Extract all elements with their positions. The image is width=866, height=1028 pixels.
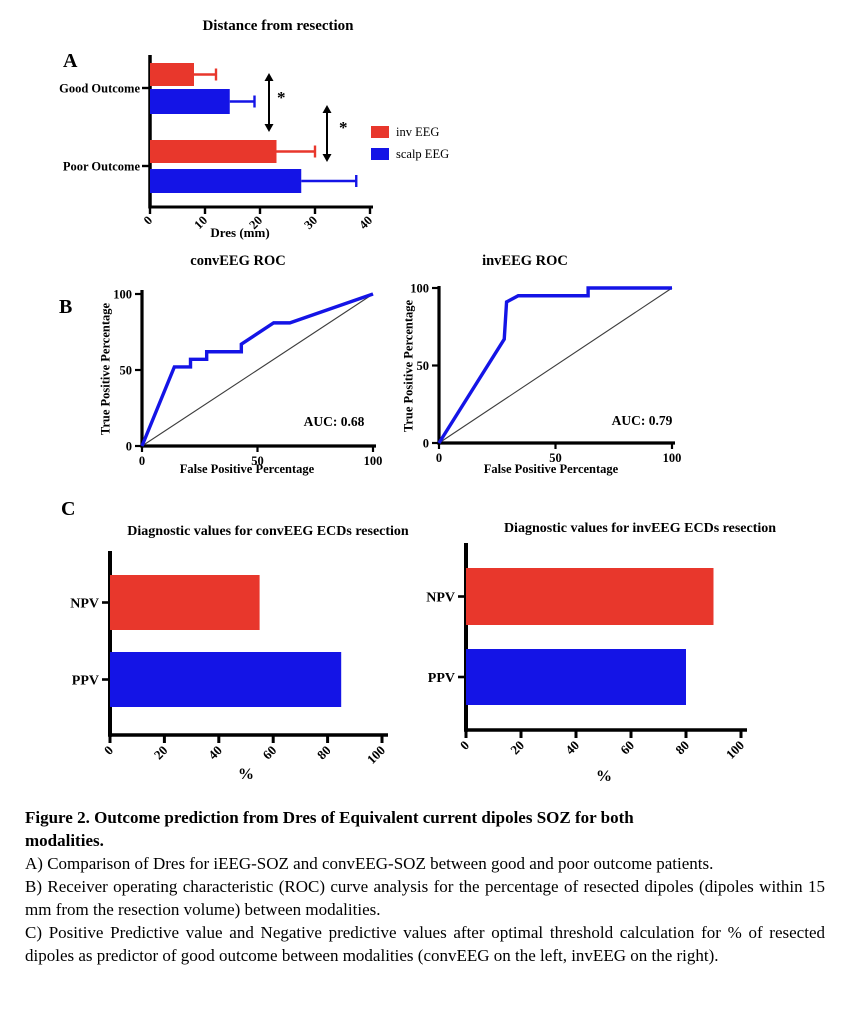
reference-diagonal: [438, 287, 673, 444]
bar-poor-outcome-inv-EEG: [150, 140, 277, 163]
significance-star: *: [277, 88, 286, 107]
arrowhead-down: [264, 124, 274, 132]
legend-item-inv-eeg: inv EEG: [371, 121, 449, 143]
roc-curve: [140, 292, 374, 447]
legend-swatch-inv-eeg: [371, 126, 389, 138]
bar-poor-outcome-scalp-EEG: [150, 169, 302, 193]
x-tick-label: 80: [672, 738, 692, 758]
x-tick-label: 50: [251, 454, 264, 468]
arrowhead-up: [264, 73, 274, 81]
conveeg-roc-title: convEEG ROC: [190, 253, 286, 269]
legend-label-scalp-eeg: scalp EEG: [396, 146, 450, 161]
distance-chart-title: Distance from resection: [202, 18, 354, 34]
x-tick-label: 60: [617, 738, 637, 758]
inveeg-roc-title: invEEG ROC: [482, 253, 568, 269]
x-tick-label: 60: [260, 743, 280, 763]
x-tick-label: 0: [436, 451, 442, 465]
inveeg-auc-annotation: AUC: 0.79: [611, 413, 673, 428]
conveeg-roc-xaxis-label: False Positive Percentage: [179, 462, 315, 476]
x-tick-label: 100: [723, 738, 747, 762]
x-tick-label: 100: [364, 743, 388, 767]
caption-title-line2: modalities.: [25, 831, 104, 850]
x-tick-label: 100: [364, 454, 383, 468]
y-tick-label: 0: [126, 440, 132, 454]
legend-label-inv-eeg: inv EEG: [396, 124, 440, 139]
category-label: NPV: [70, 597, 99, 612]
conveeg-diagnostic-chart: 0 20 40 60 80 100 NPV PPV: [70, 551, 388, 767]
caption-title-line1: Figure 2. Outcome prediction from Dres o…: [25, 808, 634, 827]
category-label: PPV: [72, 674, 99, 689]
x-tick-label: 20: [151, 743, 171, 763]
inveeg-diagnostic-xaxis-label: %: [596, 768, 612, 785]
x-tick-label: 0: [457, 738, 472, 753]
x-tick-label: 50: [549, 451, 562, 465]
inveeg-roc-chart: 0 50 100 0 50 100: [410, 282, 682, 466]
panel-b-letter: B: [59, 296, 73, 318]
bar-good-outcome-scalp-EEG: [150, 89, 230, 114]
x-tick-label: 80: [314, 743, 334, 763]
category-label: PPV: [428, 671, 455, 686]
category-label: NPV: [426, 591, 455, 606]
conveeg-roc-chart: 0 50 100 0 50 100: [113, 288, 383, 469]
arrowhead-down: [322, 154, 332, 162]
figure-caption: Figure 2. Outcome prediction from Dres o…: [25, 806, 825, 967]
caption-item-c: C) Positive Predictive value and Negativ…: [25, 923, 825, 965]
x-tick-label: 20: [507, 738, 527, 758]
y-tick-label: 0: [423, 437, 429, 451]
conveeg-auc-annotation: AUC: 0.68: [303, 414, 365, 429]
caption-item-a: A) Comparison of Dres for iEEG-SOZ and c…: [25, 854, 714, 873]
significance-star: *: [339, 118, 348, 137]
panel-a-letter: A: [63, 50, 78, 72]
bar-ppv: [110, 652, 342, 707]
category-label: Poor Outcome: [63, 160, 141, 174]
reference-diagonal: [141, 293, 374, 447]
y-tick-label: 100: [410, 282, 429, 296]
legend-swatch-scalp-eeg: [371, 148, 389, 160]
conveeg-diagnostic-xaxis-label: %: [238, 766, 254, 783]
x-tick-label: 40: [205, 743, 225, 763]
distance-xaxis-label: Dres (mm): [210, 225, 270, 240]
legend: inv EEG scalp EEG: [371, 121, 449, 165]
legend-item-scalp-eeg: scalp EEG: [371, 143, 449, 165]
y-tick-label: 50: [120, 364, 133, 378]
conveeg-diagnostic-title: Diagnostic values for convEEG ECDs resec…: [127, 524, 409, 539]
bar-npv: [110, 575, 260, 630]
caption-item-b: B) Receiver operating characteristic (RO…: [25, 877, 825, 919]
bar-good-outcome-inv-EEG: [150, 63, 194, 86]
y-tick-label: 50: [417, 359, 430, 373]
panel-c-letter: C: [61, 498, 76, 520]
x-tick-label: 0: [139, 454, 145, 468]
bar-npv: [466, 568, 714, 625]
x-tick-label: 100: [663, 451, 682, 465]
x-tick-label: 0: [101, 743, 116, 758]
y-tick-label: 100: [113, 288, 132, 302]
x-tick-label: 40: [356, 213, 375, 232]
x-tick-label: 40: [562, 738, 582, 758]
category-label: Good Outcome: [59, 82, 140, 96]
inveeg-diagnostic-title: Diagnostic values for invEEG ECDs resect…: [503, 521, 777, 536]
roc-curve: [437, 286, 672, 444]
inveeg-diagnostic-chart: 0 20 40 60 80 100 NPV PPV: [426, 543, 747, 762]
inveeg-roc-xaxis-label: False Positive Percentage: [483, 462, 619, 476]
inveeg-roc-yaxis-label: True Positive Percentage: [401, 299, 416, 433]
arrowhead-up: [322, 105, 332, 113]
bar-ppv: [466, 649, 686, 705]
